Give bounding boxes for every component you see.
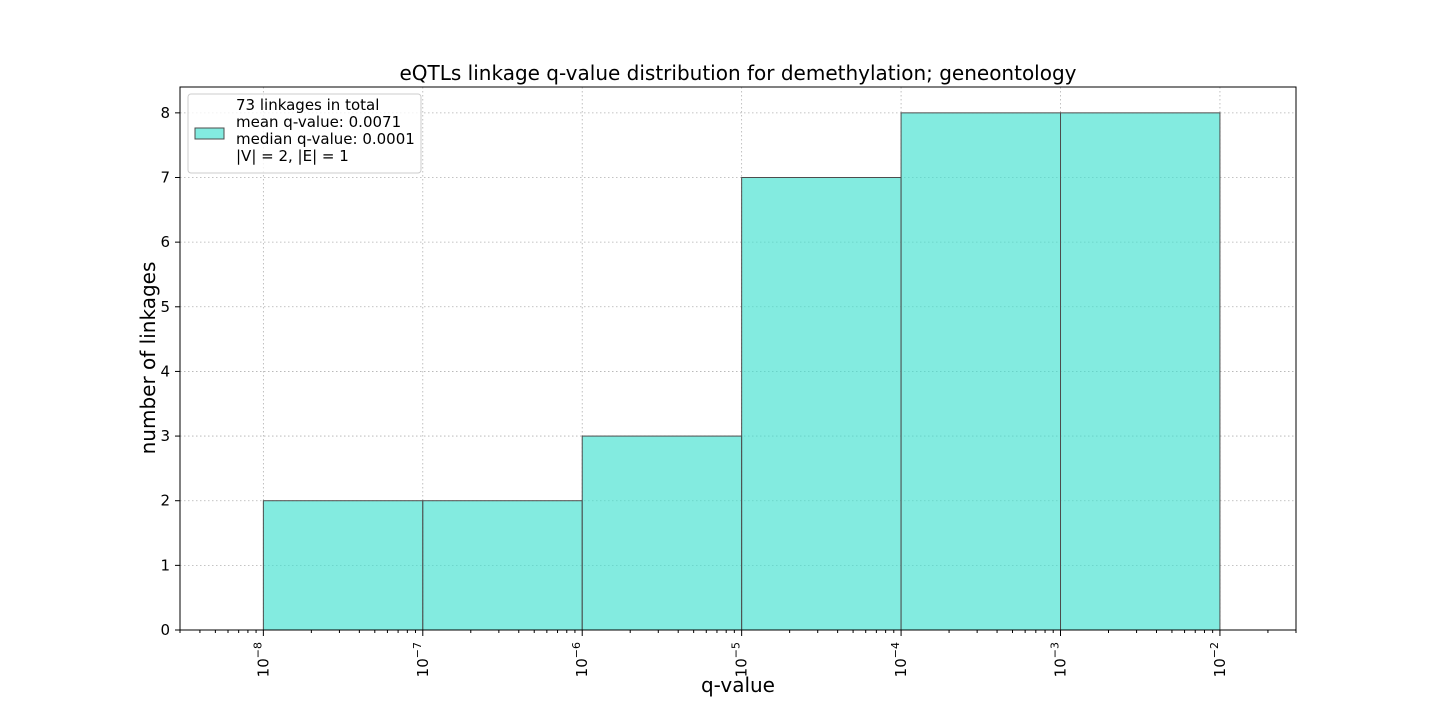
bars-layer (262, 112, 1221, 631)
x-tick-label: 10−4 (889, 642, 910, 677)
x-tick-label: 10−8 (251, 642, 272, 677)
histogram-bar (422, 500, 583, 631)
x-tick-label: 10−3 (1049, 642, 1070, 677)
x-tick-label: 10−5 (730, 642, 751, 677)
x-tick-label-text: 10−6 (570, 642, 591, 677)
chart-title: eQTLs linkage q-value distribution for d… (399, 61, 1076, 85)
x-tick-label-text: 10−5 (730, 642, 751, 677)
histogram-bar (741, 177, 902, 631)
x-tick-exponent: −6 (570, 642, 583, 658)
x-tick-base: 10 (573, 658, 591, 677)
histogram-bar (1060, 112, 1221, 631)
x-tick-base: 10 (1052, 658, 1070, 677)
x-tick-exponent: −5 (730, 642, 743, 658)
x-tick-base: 10 (254, 658, 272, 677)
x-tick-base: 10 (892, 658, 910, 677)
x-tick-label-text: 10−3 (1049, 642, 1070, 677)
x-tick-label-text: 10−4 (889, 642, 910, 677)
x-tick-label: 10−7 (411, 642, 432, 677)
legend: 73 linkages in total mean q-value: 0.007… (187, 93, 422, 174)
x-tick-label-text: 10−2 (1208, 642, 1229, 677)
histogram-bar (581, 435, 743, 631)
x-tick-exponent: −2 (1208, 642, 1221, 658)
x-tick-exponent: −3 (1049, 642, 1062, 658)
x-tick-label-text: 10−7 (411, 642, 432, 677)
y-tick-label: 8 (160, 104, 170, 122)
histogram-bar (900, 112, 1062, 631)
y-axis-label: number of linkages (136, 262, 160, 455)
x-tick-label: 10−2 (1208, 642, 1229, 677)
legend-line: median q-value: 0.0001 (236, 130, 415, 148)
legend-line: 73 linkages in total (236, 96, 379, 114)
x-tick-exponent: −4 (889, 642, 902, 658)
legend-frame (187, 93, 422, 174)
x-tick-base: 10 (1211, 658, 1229, 677)
x-tick-label-text: 10−8 (251, 642, 272, 677)
y-tick-label: 3 (160, 427, 170, 445)
legend-line: mean q-value: 0.0071 (236, 113, 401, 131)
x-tick-label: 10−6 (570, 642, 591, 677)
x-tick-base: 10 (733, 658, 751, 677)
plot-frame (179, 86, 1297, 631)
y-tick-label: 7 (160, 169, 170, 187)
y-tick-label: 2 (160, 492, 170, 510)
y-tick-label: 0 (160, 621, 170, 639)
histogram-bar (262, 500, 424, 631)
y-tick-label: 4 (160, 362, 170, 380)
y-tick-label: 5 (160, 298, 170, 316)
y-tick-label: 1 (160, 556, 170, 574)
x-axis-label: q-value (701, 673, 775, 697)
legend-swatch (194, 127, 225, 140)
x-tick-base: 10 (414, 658, 432, 677)
x-tick-exponent: −7 (411, 642, 424, 658)
legend-line: |V| = 2, |E| = 1 (236, 147, 349, 165)
y-tick-label: 6 (160, 233, 170, 251)
x-tick-exponent: −8 (251, 642, 264, 658)
